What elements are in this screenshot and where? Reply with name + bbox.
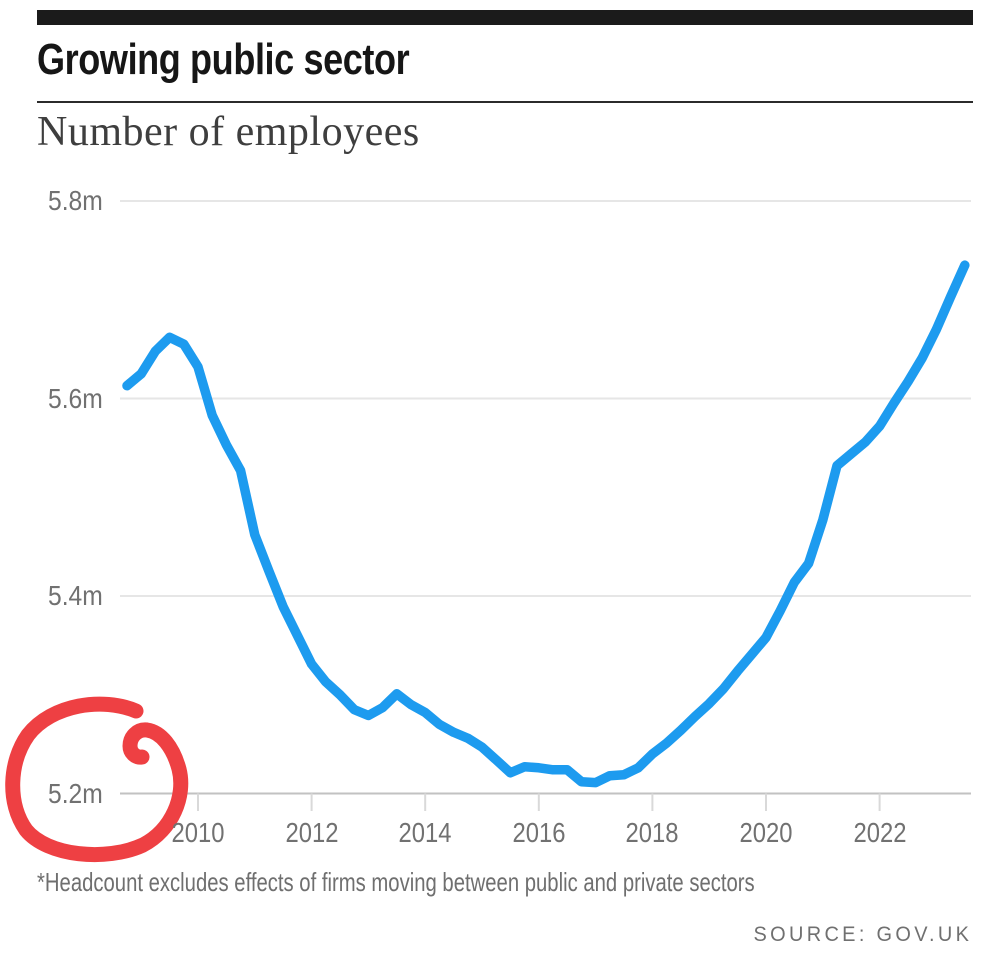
x-tick-label: 2012 <box>285 817 339 848</box>
x-tick-label: 2016 <box>512 817 566 848</box>
chart-subtitle: Number of employees <box>37 109 420 155</box>
x-tick-label: 2020 <box>739 817 793 848</box>
x-tick-label: 2018 <box>625 817 679 848</box>
source-credit: SOURCE: GOV.UK <box>753 923 972 946</box>
employment-line-series <box>122 260 970 788</box>
x-tick-label: 2014 <box>398 817 452 848</box>
x-tick-label: 2022 <box>853 817 907 848</box>
y-tick-label: 5.8m <box>48 185 103 216</box>
chart-title: Growing public sector <box>37 35 410 84</box>
title-divider <box>37 101 973 103</box>
y-tick-label: 5.2m <box>48 777 103 809</box>
y-tick-label: 5.6m <box>48 382 103 414</box>
hand-drawn-circle-annotation <box>5 696 189 862</box>
top-accent-bar <box>37 10 973 25</box>
y-tick-label: 5.4m <box>48 580 103 611</box>
footnote: *Headcount excludes effects of firms mov… <box>37 867 755 897</box>
x-tick-label: 2010 <box>171 817 225 848</box>
